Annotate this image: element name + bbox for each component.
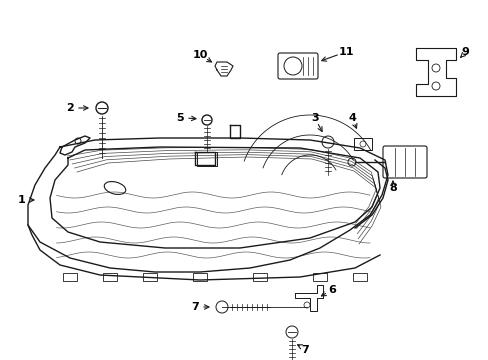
Text: 4: 4 <box>347 113 355 123</box>
Text: 8: 8 <box>388 183 396 193</box>
Bar <box>193 273 206 281</box>
Text: 10: 10 <box>192 50 207 60</box>
Bar <box>312 273 326 281</box>
Bar <box>142 273 157 281</box>
Text: 7: 7 <box>301 345 308 355</box>
Text: 7: 7 <box>191 302 199 312</box>
Text: 5: 5 <box>176 113 183 123</box>
Text: 3: 3 <box>310 113 318 123</box>
Bar <box>252 273 266 281</box>
Text: 9: 9 <box>460 47 468 57</box>
Text: 6: 6 <box>327 285 335 295</box>
Bar <box>103 273 117 281</box>
Text: 11: 11 <box>338 47 353 57</box>
Text: 1: 1 <box>18 195 26 205</box>
Bar <box>197 152 217 166</box>
Bar <box>353 138 371 150</box>
Text: 2: 2 <box>66 103 74 113</box>
Bar <box>352 273 366 281</box>
Bar <box>63 273 77 281</box>
